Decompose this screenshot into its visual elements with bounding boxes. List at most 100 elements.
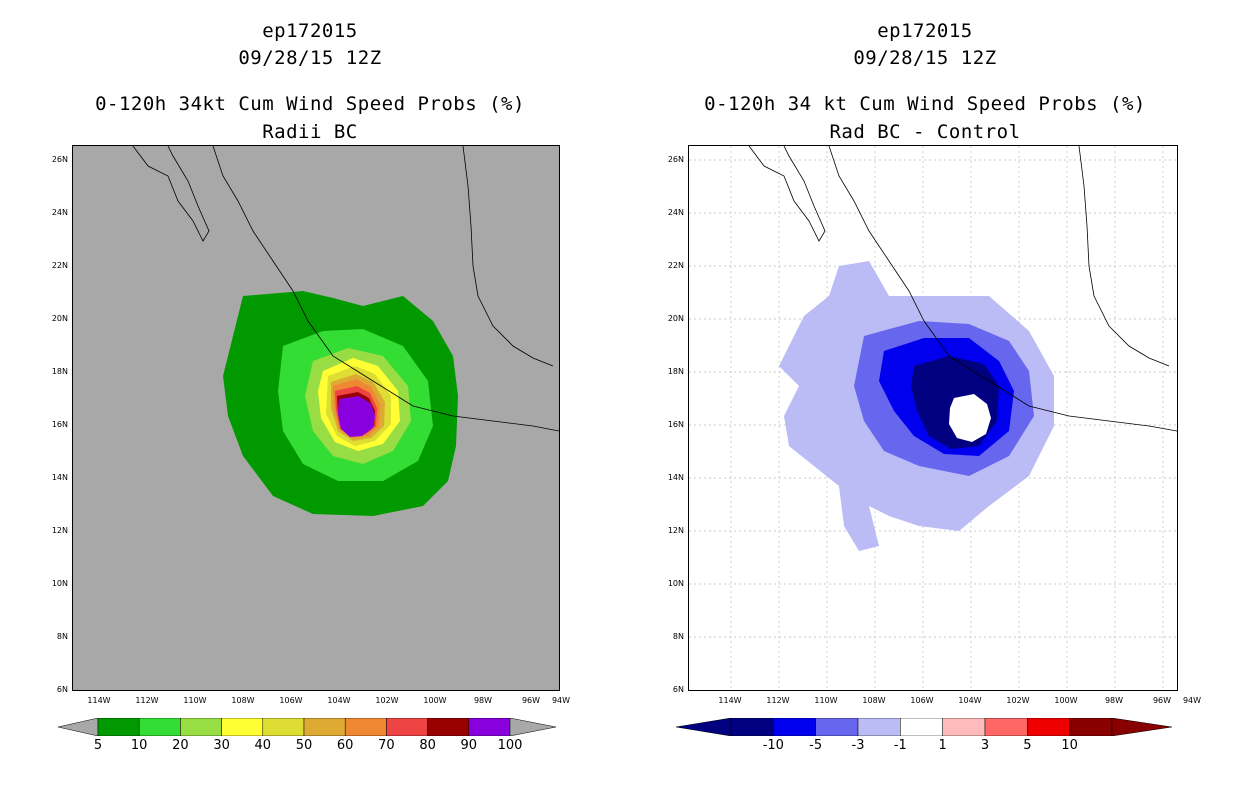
lon-label: 108W (231, 696, 255, 705)
colorbar-label: 20 (172, 738, 189, 753)
right-title-date: 09/28/15 12Z (853, 47, 997, 69)
colorbar-label: 70 (378, 738, 395, 753)
lat-label: 26N (51, 155, 68, 164)
prob-90-contour (338, 396, 375, 437)
coastline-mainland (212, 146, 559, 432)
left-title-date: 09/28/15 12Z (238, 47, 382, 69)
colorbar-cell (942, 718, 986, 736)
lat-label: 8N (672, 632, 684, 641)
left-title-product: 0-120h 34kt Cum Wind Speed Probs (%) (95, 93, 525, 115)
lon-label: 112W (135, 696, 159, 705)
colorbar-cell (1069, 718, 1113, 736)
colorbar-under-arrow (676, 718, 732, 736)
left-title-sub: Radii BC (262, 121, 358, 143)
colorbar-label: 3 (980, 738, 990, 753)
colorbar-cell (344, 718, 387, 736)
right-map-svg (689, 146, 1177, 690)
lon-label: 104W (327, 696, 351, 705)
colorbar-cell (386, 718, 428, 736)
colorbar-cell (427, 718, 470, 736)
right-difference-map (688, 145, 1178, 691)
coastline-baja (132, 146, 210, 242)
lat-label: 18N (51, 367, 68, 376)
right-colorbar (676, 718, 1172, 736)
lat-label: 14N (51, 473, 68, 482)
colorbar-over-arrow (1111, 718, 1172, 736)
lat-label: 22N (51, 261, 68, 270)
colorbar-cell (262, 718, 305, 736)
colorbar-label: -1 (893, 738, 907, 753)
lat-label: 10N (51, 579, 68, 588)
lat-label: 12N (51, 526, 68, 535)
right-title-sub: Rad BC - Control (829, 121, 1021, 143)
colorbar-cell (857, 718, 901, 736)
colorbar-cell (900, 718, 943, 736)
lat-label: 6N (56, 685, 68, 694)
colorbar-cell (221, 718, 264, 736)
left-probability-map (72, 145, 560, 691)
lon-label: 94W (1182, 696, 1202, 705)
lon-label: 106W (279, 696, 303, 705)
colorbar-label: -10 (762, 738, 784, 753)
colorbar-cell (180, 718, 222, 736)
left-map-svg (132, 146, 559, 516)
lon-label: 96W (521, 696, 541, 705)
lat-label: 22N (667, 261, 684, 270)
lat-label: 20N (667, 314, 684, 323)
coastline-gulf (462, 146, 554, 367)
colorbar-cell (773, 718, 816, 736)
colorbar-label: 80 (419, 738, 436, 753)
colorbar-label: 5 (1023, 738, 1032, 753)
diff-positive-hole (949, 394, 991, 442)
coastline-baja (748, 146, 826, 242)
lon-label: 114W (87, 696, 111, 705)
colorbar-cell (984, 718, 1028, 736)
colorbar-label: 40 (254, 738, 272, 753)
colorbar-over-arrow (509, 718, 556, 736)
colorbar-label: 50 (295, 738, 313, 753)
lon-label: 110W (814, 696, 838, 705)
colorbar-label: -5 (809, 738, 823, 753)
colorbar-label: 30 (213, 738, 230, 753)
lon-label: 102W (375, 696, 399, 705)
colorbar-cell (97, 718, 140, 736)
lon-label: 114W (718, 696, 742, 705)
lat-label: 12N (667, 526, 684, 535)
colorbar-label: 90 (460, 738, 478, 753)
lat-label: 14N (667, 473, 684, 482)
lon-label: 106W (910, 696, 934, 705)
colorbar-label: 1 (938, 738, 947, 753)
lon-label: 96W (1152, 696, 1172, 705)
colorbar-label: 100 (497, 738, 523, 753)
colorbar-cells (730, 718, 1113, 736)
colorbar-cell (730, 718, 774, 736)
right-title-product: 0-120h 34 kt Cum Wind Speed Probs (%) (704, 93, 1146, 115)
lat-label: 26N (667, 155, 684, 164)
lon-label: 94W (551, 696, 571, 705)
lat-label: 16N (51, 420, 68, 429)
colorbar-cells (97, 718, 511, 736)
lat-label: 24N (51, 208, 68, 217)
left-title-storm: ep172015 (262, 20, 358, 42)
lon-label: 104W (958, 696, 982, 705)
left-colorbar (58, 718, 556, 736)
lat-label: 16N (667, 420, 684, 429)
lat-label: 24N (667, 208, 684, 217)
lon-label: 108W (862, 696, 886, 705)
colorbar-label: -3 (851, 738, 865, 753)
lat-label: 6N (672, 685, 684, 694)
lat-label: 18N (667, 367, 684, 376)
colorbar-cell (1027, 718, 1070, 736)
coastline-mainland (828, 146, 1177, 432)
lon-label: 110W (183, 696, 207, 705)
colorbar-label: 5 (93, 738, 103, 753)
colorbar-label: 60 (336, 738, 354, 753)
colorbar-cell (303, 718, 346, 736)
colorbar-label: 10 (1061, 738, 1078, 753)
right-title-storm: ep172015 (877, 20, 973, 42)
lon-label: 98W (1104, 696, 1124, 705)
colorbar-cell (138, 718, 181, 736)
lon-label: 100W (1054, 696, 1078, 705)
lat-label: 20N (51, 314, 68, 323)
lon-label: 98W (473, 696, 493, 705)
